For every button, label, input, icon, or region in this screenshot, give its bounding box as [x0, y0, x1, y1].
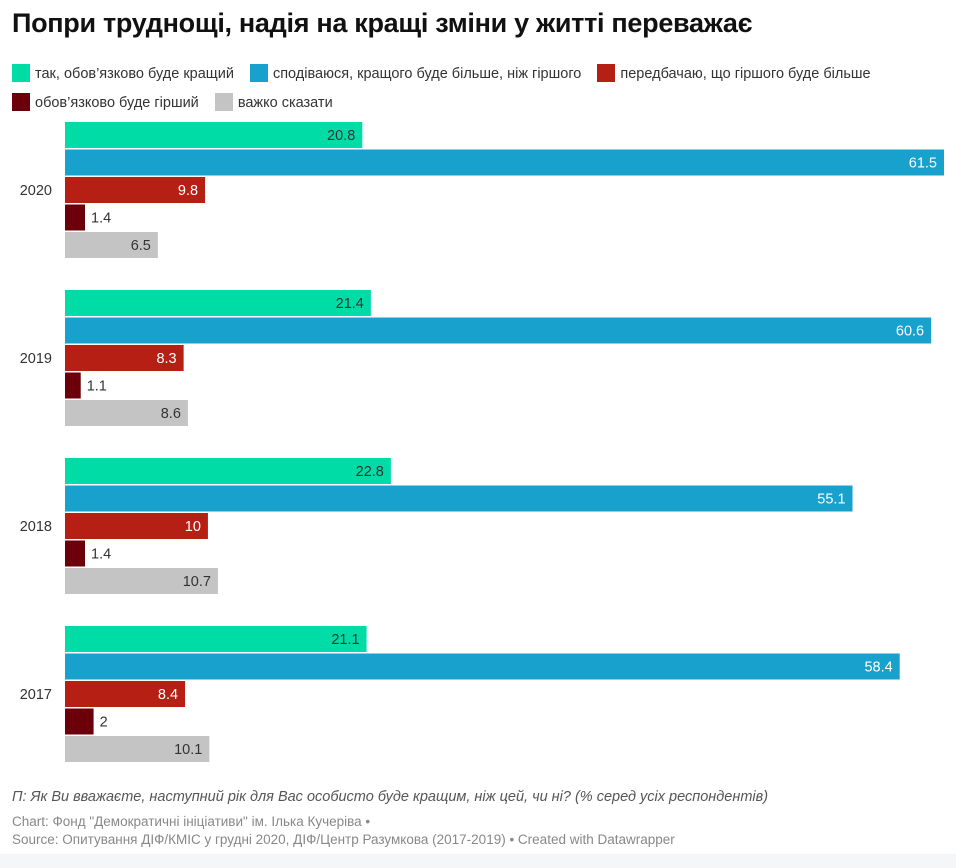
data-label: 1.1 — [87, 379, 107, 395]
chart-title: Попри труднощі, надія на кращі зміни у ж… — [12, 8, 753, 38]
bar — [65, 681, 186, 707]
bar — [65, 458, 391, 484]
data-label: 1.4 — [91, 547, 111, 563]
credit-line: Chart: Фонд "Демократичні ініціативи" ім… — [12, 814, 371, 829]
bar — [65, 653, 900, 680]
data-label: 61.5 — [909, 156, 937, 172]
legend-label: сподіваюся, кращого буде більше, ніж гір… — [272, 66, 582, 82]
bar — [65, 290, 371, 316]
bar — [65, 149, 944, 176]
source-line: Source: Опитування ДІФ/КМІС у грудні 202… — [12, 832, 675, 847]
legend-swatch — [12, 64, 30, 82]
bar — [65, 372, 81, 399]
data-label: 1.4 — [91, 211, 111, 227]
legend-item: так, обов’язково буде кращий — [12, 60, 234, 89]
question-note: П: Як Ви вважаєте, наступний рік для Вас… — [12, 789, 769, 805]
data-label: 21.4 — [336, 296, 364, 312]
bar — [65, 568, 218, 594]
data-label: 2 — [100, 715, 108, 731]
data-label: 58.4 — [864, 660, 892, 676]
data-label: 10.7 — [183, 574, 211, 590]
bar — [65, 708, 94, 735]
bar — [65, 400, 188, 426]
legend: так, обов’язково буде кращий сподіваюся,… — [12, 60, 942, 118]
bar — [65, 513, 208, 539]
category-label: 2020 — [20, 183, 52, 199]
legend-swatch — [12, 93, 30, 111]
legend-swatch — [214, 93, 233, 111]
legend-item: важко сказати — [214, 89, 333, 118]
legend-swatch — [249, 64, 268, 82]
bar — [65, 317, 932, 344]
footer-strip — [0, 854, 956, 868]
data-label: 9.8 — [178, 183, 198, 199]
category-label: 2019 — [20, 351, 52, 367]
category-label: 2017 — [20, 687, 52, 703]
legend-label: так, обов’язково буде кращий — [35, 66, 234, 82]
data-label: 55.1 — [817, 492, 845, 508]
data-label: 8.3 — [156, 351, 176, 367]
data-label: 60.6 — [896, 324, 924, 340]
legend-label: передбачаю, що гіршого буде більше — [620, 66, 871, 82]
data-label: 8.6 — [161, 406, 181, 422]
data-label: 10 — [185, 519, 201, 535]
bar — [65, 177, 206, 203]
bar — [65, 485, 853, 512]
credits: Chart: Фонд "Демократичні ініціативи" ім… — [12, 813, 675, 849]
category-label: 2018 — [20, 519, 52, 535]
legend-swatch — [597, 64, 616, 82]
bar — [65, 232, 158, 258]
legend-item: обов’язково буде гірший — [12, 89, 199, 118]
bar — [65, 540, 86, 567]
data-label: 8.4 — [158, 687, 178, 703]
legend-label: важко сказати — [237, 95, 333, 111]
legend-item: сподіваюся, кращого буде більше, ніж гір… — [249, 60, 582, 89]
bar — [65, 736, 210, 762]
data-label: 6.5 — [131, 238, 151, 254]
bar — [65, 204, 86, 231]
data-label: 20.8 — [327, 128, 355, 144]
bar — [65, 122, 363, 148]
legend-item: передбачаю, що гіршого буде більше — [597, 60, 871, 89]
legend-label: обов’язково буде гірший — [35, 95, 199, 111]
bar-chart: 202020.861.59.81.46.5201921.460.68.31.18… — [20, 122, 944, 762]
bar — [65, 626, 367, 652]
data-label: 21.1 — [331, 632, 359, 648]
bar — [65, 345, 184, 371]
data-label: 22.8 — [356, 464, 384, 480]
data-label: 10.1 — [174, 742, 202, 758]
